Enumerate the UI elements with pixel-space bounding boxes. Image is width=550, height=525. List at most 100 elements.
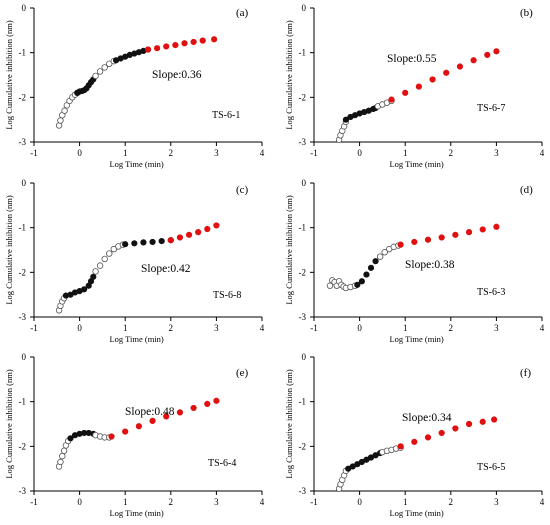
data-point <box>397 443 404 450</box>
x-tick-label: 0 <box>357 323 362 333</box>
data-point <box>81 286 88 293</box>
y-tick-label: 0 <box>22 352 27 362</box>
data-point <box>67 435 74 442</box>
x-tick-label: 0 <box>77 148 82 158</box>
x-tick-label: 3 <box>494 497 499 507</box>
sample-label: TS-6-3 <box>477 287 505 298</box>
x-tick-label: 3 <box>214 148 219 158</box>
x-tick-label: 4 <box>540 148 545 158</box>
data-point <box>63 102 71 109</box>
data-point <box>358 278 365 285</box>
y-tick-label: -2 <box>19 92 27 102</box>
x-tick-label: 1 <box>123 148 128 158</box>
x-tick-label: 4 <box>260 497 265 507</box>
x-axis-label: Log Time (min) <box>109 508 163 518</box>
data-point <box>363 271 370 278</box>
x-axis-label: Log Time (min) <box>109 159 163 169</box>
sample-label: TS-6-5 <box>477 462 505 473</box>
y-tick-label: -2 <box>299 267 307 277</box>
data-point <box>213 397 220 404</box>
y-tick-label: -1 <box>19 397 27 407</box>
x-tick-label: 1 <box>403 323 408 333</box>
data-point <box>402 89 409 96</box>
y-tick-label: -2 <box>299 92 307 102</box>
panel-f: -1 0 1 2 3 4 -3 -2 -1 0 Log Time (min) Log Cumulati… <box>284 352 545 518</box>
x-tick-label: 0 <box>357 148 362 158</box>
data-point <box>158 237 165 245</box>
sample-label: TS-6-4 <box>208 458 236 469</box>
y-axis-label: Log Cumulative inhibition (nm) <box>284 195 294 304</box>
y-tick-label: -3 <box>19 486 27 496</box>
panel-label: (b) <box>520 7 533 19</box>
sample-label: TS-6-7 <box>477 103 505 114</box>
x-axis-label: Log Time (min) <box>389 159 443 169</box>
y-tick-label: -1 <box>299 397 307 407</box>
panel-label: (a) <box>236 7 249 19</box>
y-tick-label: -3 <box>19 312 27 322</box>
x-tick-label: 3 <box>214 323 219 333</box>
data-point <box>92 72 99 80</box>
data-point <box>493 48 500 55</box>
data-point <box>388 96 395 103</box>
data-point <box>411 238 418 246</box>
data-point <box>367 264 375 271</box>
x-tick-label: 3 <box>494 148 499 158</box>
data-point <box>190 38 197 46</box>
data-point <box>57 117 64 124</box>
data-point <box>438 234 445 241</box>
y-tick-label: -1 <box>299 223 307 233</box>
data-point <box>456 63 464 70</box>
x-tick-label: 1 <box>123 323 128 333</box>
x-axis-label: Log Time (min) <box>389 334 443 344</box>
x-tick-label: 3 <box>214 497 219 507</box>
x-tick-label: 0 <box>77 323 82 333</box>
x-tick-label: -1 <box>30 323 38 333</box>
panel-label: (c) <box>236 184 249 196</box>
data-point <box>140 239 147 246</box>
data-point <box>424 434 432 441</box>
sample-label: TS-6-1 <box>212 110 240 121</box>
data-point <box>90 273 97 280</box>
x-tick-label: 2 <box>169 148 174 158</box>
data-point <box>106 250 113 257</box>
data-point <box>131 240 138 247</box>
data-point <box>167 237 174 244</box>
y-tick-label: -1 <box>19 223 27 233</box>
data-point <box>479 418 486 425</box>
y-tick-label: -1 <box>19 48 27 58</box>
data-point <box>204 225 211 233</box>
data-point <box>376 253 384 260</box>
data-point <box>452 231 459 238</box>
slope-annotation: Slope:0.42 <box>141 263 191 275</box>
x-tick-label: 2 <box>449 497 454 507</box>
data-point <box>122 241 129 248</box>
x-tick-label: -1 <box>310 148 318 158</box>
data-point <box>479 226 486 233</box>
y-tick-label: 0 <box>22 3 27 13</box>
data-point <box>60 447 68 454</box>
panel-label: (f) <box>520 367 531 379</box>
slope-annotation: Slope:0.38 <box>405 259 455 271</box>
data-point <box>122 428 129 435</box>
data-point <box>424 236 432 243</box>
x-tick-label: 3 <box>494 323 499 333</box>
y-axis-label: Log Cumulative inhibition (nm) <box>4 20 14 129</box>
data-point <box>149 238 156 246</box>
data-point <box>59 452 66 460</box>
data-point <box>211 36 218 43</box>
data-point <box>438 429 445 437</box>
y-tick-label: -3 <box>299 486 307 496</box>
data-point <box>415 83 422 90</box>
y-tick-label: -3 <box>299 312 307 322</box>
data-point <box>108 433 115 440</box>
x-tick-label: -1 <box>310 497 318 507</box>
panel-c: -1 0 1 2 3 4 -3 -2 -1 0 Log Time (min) Log Cumulati… <box>4 178 265 344</box>
data-point <box>163 413 170 420</box>
data-point <box>429 76 436 83</box>
y-tick-label: -2 <box>19 267 27 277</box>
data-point <box>326 282 334 289</box>
data-point <box>354 281 361 288</box>
data-point <box>110 245 117 253</box>
data-point <box>101 255 108 263</box>
